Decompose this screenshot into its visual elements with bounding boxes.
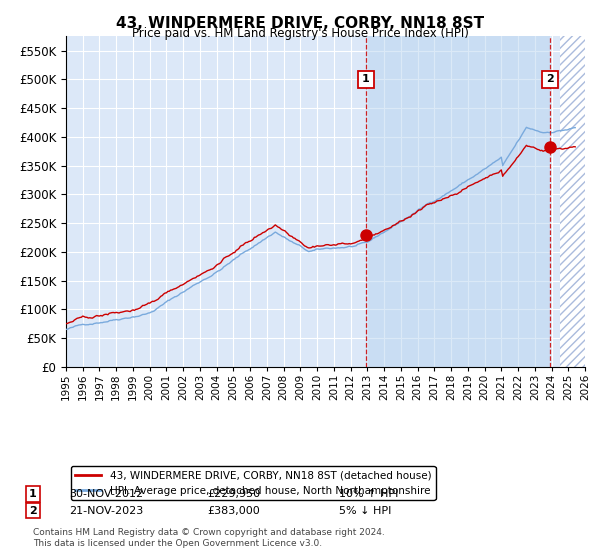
Text: £383,000: £383,000 bbox=[207, 506, 260, 516]
Text: 43, WINDERMERE DRIVE, CORBY, NN18 8ST: 43, WINDERMERE DRIVE, CORBY, NN18 8ST bbox=[116, 16, 484, 31]
Text: Contains HM Land Registry data © Crown copyright and database right 2024.
This d: Contains HM Land Registry data © Crown c… bbox=[33, 528, 385, 548]
Legend: 43, WINDERMERE DRIVE, CORBY, NN18 8ST (detached house), HPI: Average price, deta: 43, WINDERMERE DRIVE, CORBY, NN18 8ST (d… bbox=[71, 466, 436, 500]
Bar bbox=[560, 36, 585, 367]
Bar bbox=[366, 36, 550, 367]
Text: 1: 1 bbox=[362, 74, 370, 85]
Text: 5% ↓ HPI: 5% ↓ HPI bbox=[339, 506, 391, 516]
Text: 10% ↑ HPI: 10% ↑ HPI bbox=[339, 489, 398, 499]
Text: 1: 1 bbox=[29, 489, 37, 499]
Text: £229,950: £229,950 bbox=[207, 489, 260, 499]
Text: 21-NOV-2023: 21-NOV-2023 bbox=[69, 506, 143, 516]
Text: 2: 2 bbox=[546, 74, 554, 85]
Text: 2: 2 bbox=[29, 506, 37, 516]
Text: Price paid vs. HM Land Registry's House Price Index (HPI): Price paid vs. HM Land Registry's House … bbox=[131, 27, 469, 40]
Text: 30-NOV-2012: 30-NOV-2012 bbox=[69, 489, 143, 499]
